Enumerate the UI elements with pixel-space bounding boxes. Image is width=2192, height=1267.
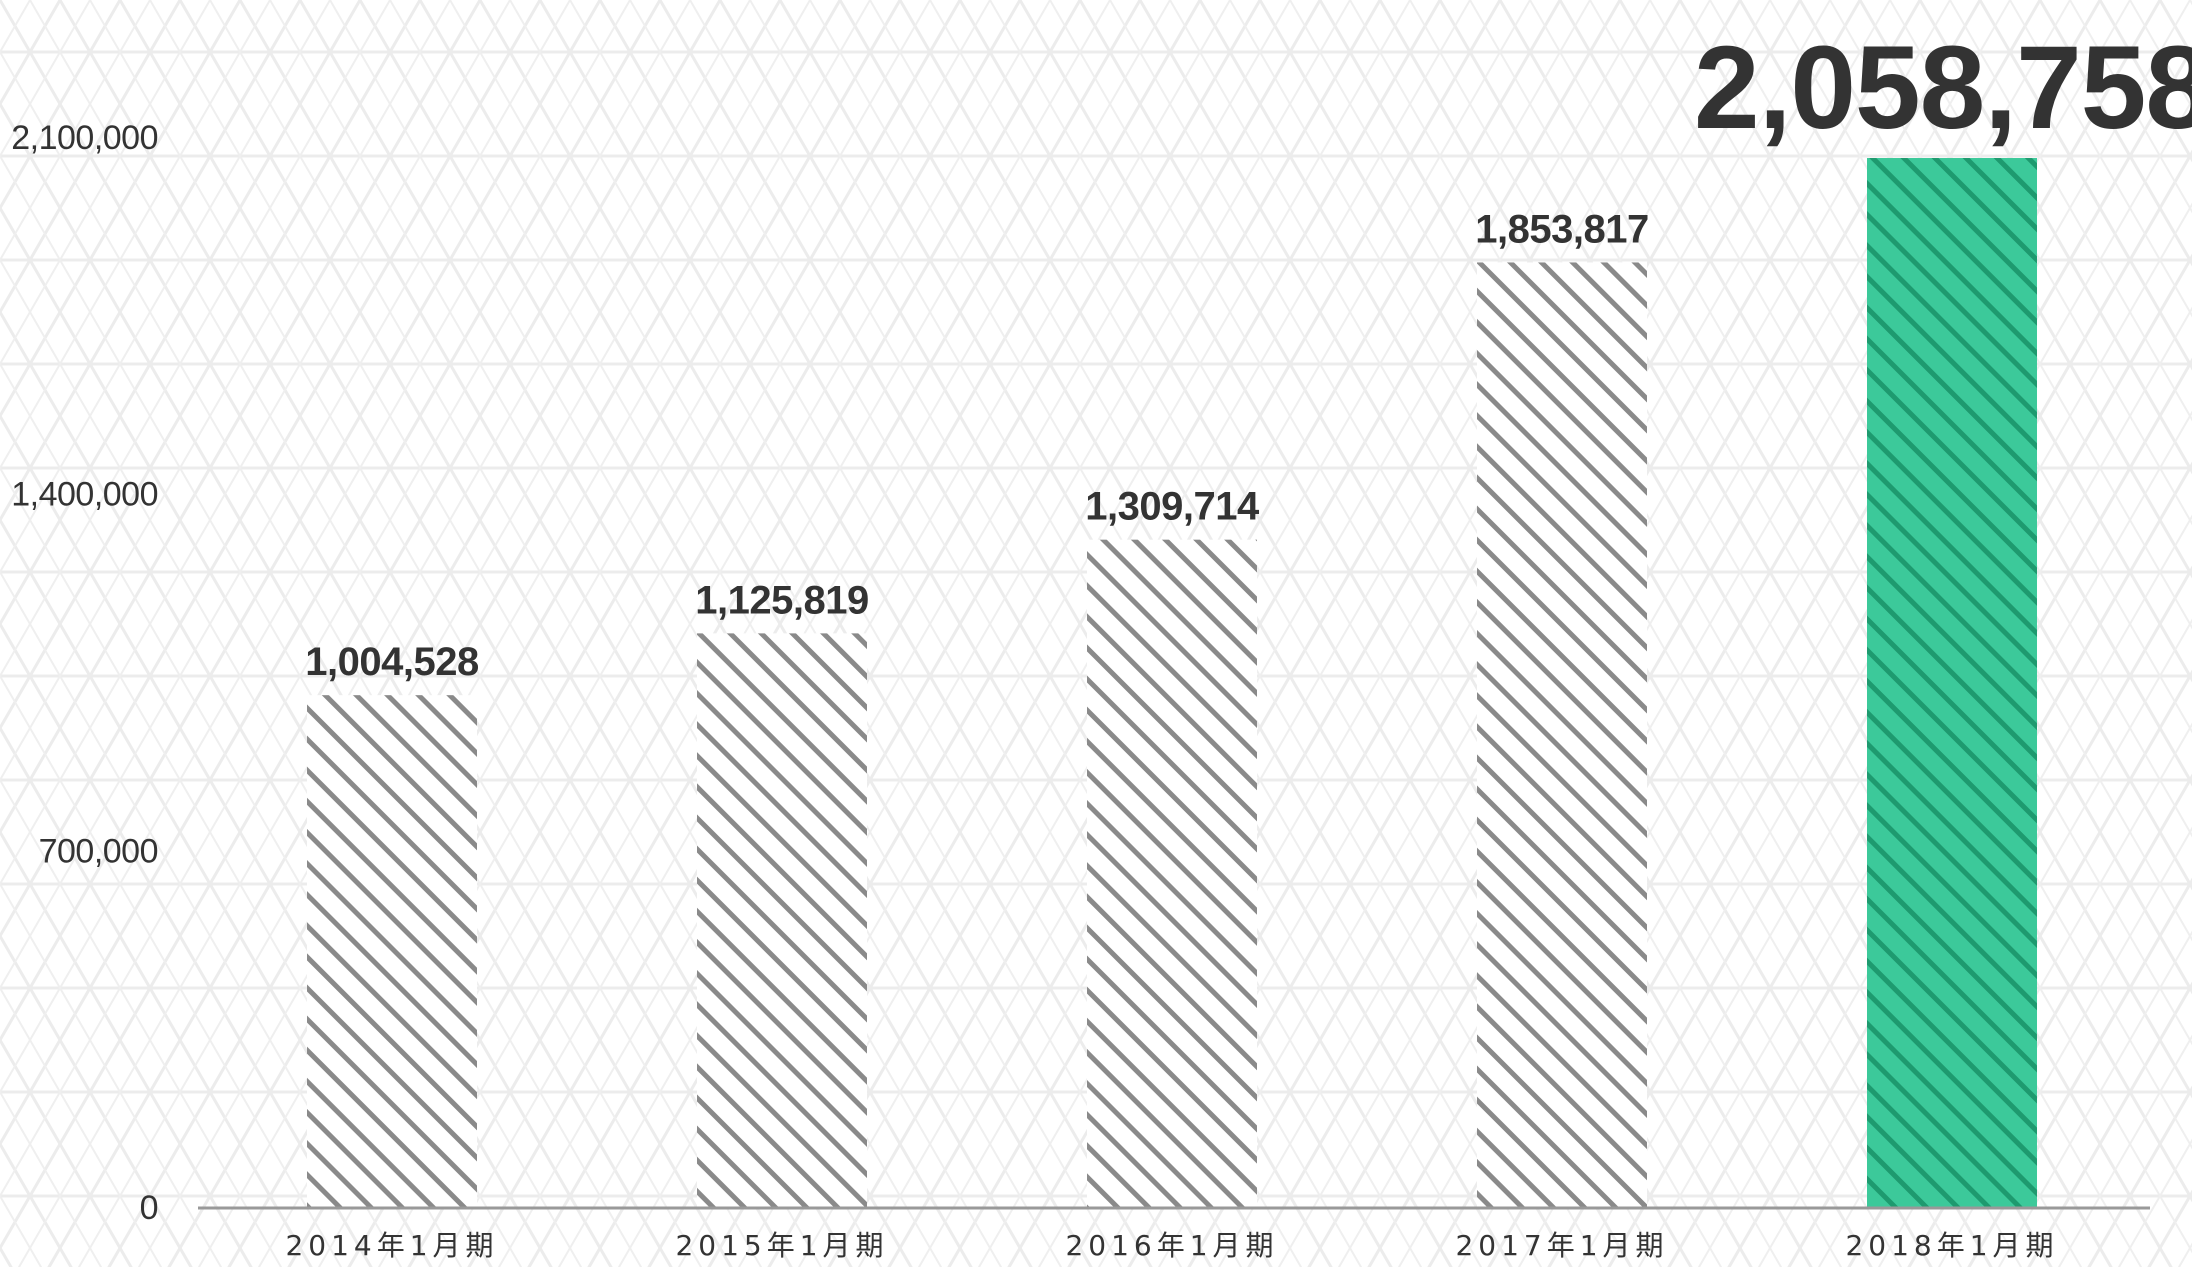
y-tick-label: 0 [140, 1189, 158, 1227]
x-tick-label: 2017年1月期 [1455, 1229, 1668, 1262]
bar [1087, 539, 1257, 1207]
bar-highlight [1867, 158, 2037, 1207]
x-tick-label: 2018年1月期 [1845, 1229, 2058, 1262]
x-tick-label: 2016年1月期 [1065, 1229, 1278, 1262]
bar [697, 633, 867, 1207]
bar-value-label: 1,004,528 [305, 640, 479, 684]
bar-value-label: 2,058,758 [1694, 22, 2192, 154]
y-axis: 0 700,000 1,400,000 2,100,000 [11, 119, 158, 1227]
x-tick-label: 2015年1月期 [675, 1229, 888, 1262]
bar-value-label: 1,853,817 [1475, 207, 1648, 251]
bar-value-label: 1,125,819 [695, 578, 868, 622]
bar [307, 695, 477, 1207]
y-tick-label: 2,100,000 [11, 119, 158, 157]
x-tick-label: 2014年1月期 [285, 1229, 498, 1262]
y-tick-label: 1,400,000 [11, 476, 158, 514]
bars: 1,004,528 1,125,819 1,309,714 1,853,817 2,05… [305, 22, 2192, 1207]
y-tick-label: 700,000 [39, 832, 158, 870]
bar [1477, 262, 1647, 1207]
x-axis: 2014年1月期 2015年1月期 2016年1月期 2017年1月期 2018年1月期 [198, 1206, 2150, 1262]
bar-value-label: 1,309,714 [1085, 485, 1260, 529]
